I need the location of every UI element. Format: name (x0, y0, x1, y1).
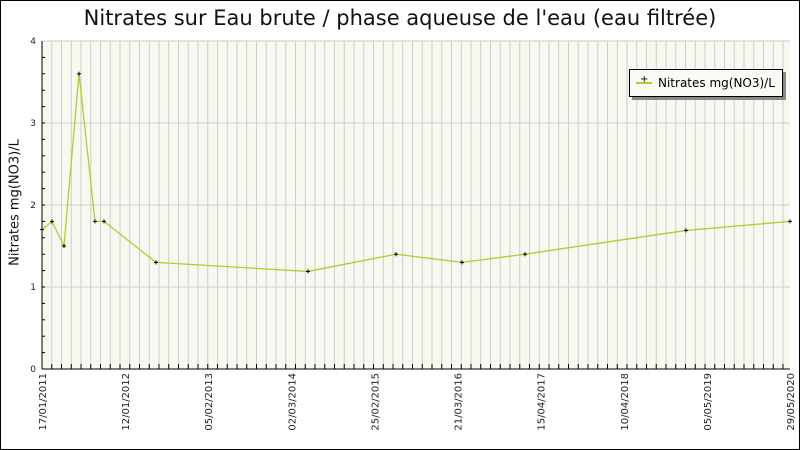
svg-text:02/03/2014: 02/03/2014 (287, 373, 298, 431)
svg-text:05/05/2019: 05/05/2019 (703, 373, 714, 431)
legend: Nitrates mg(NO3)/L (629, 69, 783, 97)
svg-text:05/02/2013: 05/02/2013 (204, 373, 215, 431)
svg-text:17/01/2011: 17/01/2011 (38, 373, 49, 431)
svg-text:10/04/2018: 10/04/2018 (620, 373, 631, 431)
svg-text:3: 3 (30, 119, 36, 129)
chart-title: Nitrates sur Eau brute / phase aqueuse d… (83, 6, 717, 30)
svg-text:29/05/2020: 29/05/2020 (786, 373, 797, 431)
legend-label: Nitrates mg(NO3)/L (658, 76, 775, 90)
svg-text:4: 4 (30, 37, 36, 47)
svg-text:15/04/2017: 15/04/2017 (537, 373, 548, 431)
legend-swatch-icon (636, 74, 652, 85)
svg-text:21/03/2016: 21/03/2016 (454, 373, 465, 431)
svg-text:12/01/2012: 12/01/2012 (121, 373, 132, 431)
svg-text:1: 1 (30, 283, 36, 293)
svg-text:0: 0 (30, 365, 36, 375)
svg-text:2: 2 (30, 201, 36, 211)
svg-text:25/02/2015: 25/02/2015 (370, 373, 381, 431)
